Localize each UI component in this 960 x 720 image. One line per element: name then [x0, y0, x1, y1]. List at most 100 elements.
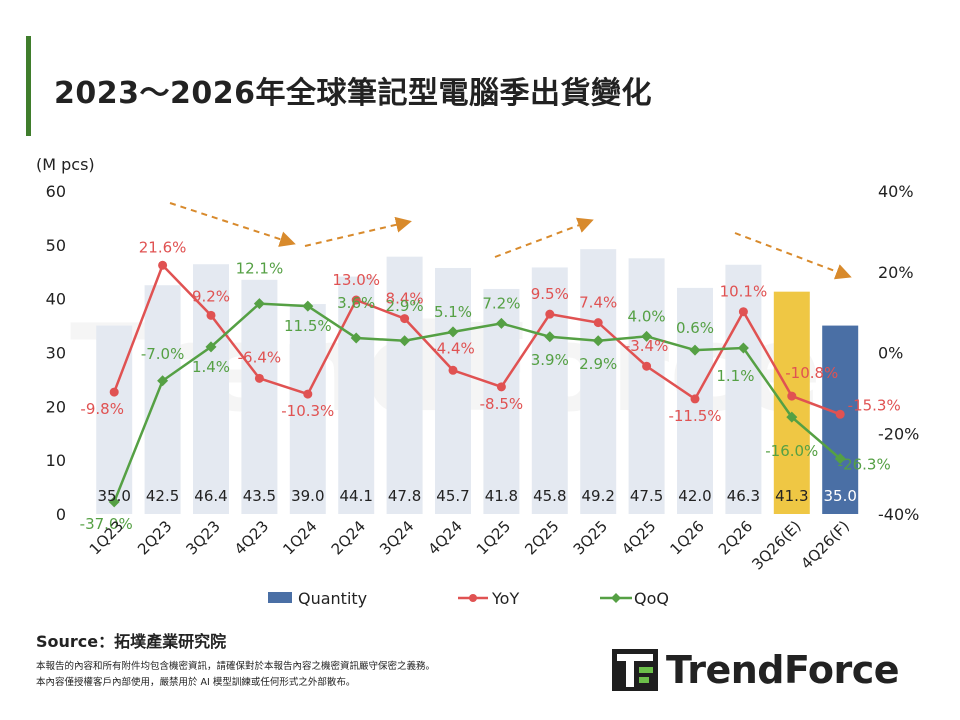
quantity-bar: [144, 285, 181, 514]
category-label: 2Q23: [134, 517, 175, 558]
qoq-point: [641, 330, 653, 342]
qoq-point: [495, 317, 507, 329]
qoq-point: [786, 411, 798, 423]
category-label: 3Q26(E): [748, 517, 804, 573]
yoy-point: [303, 389, 313, 399]
left-axis-tick: 10: [46, 451, 66, 470]
left-axis-tick: 60: [46, 182, 66, 201]
yoy-label: -8.5%: [480, 395, 524, 413]
category-label: 1Q26: [667, 517, 708, 558]
qoq-label: -37.0%: [80, 515, 133, 533]
quantity-label: 47.5: [630, 487, 663, 505]
yoy-label: -10.3%: [281, 402, 334, 420]
yoy-label: -10.8%: [785, 364, 838, 382]
logo-text: TrendForce: [666, 648, 900, 692]
quantity-label: 47.8: [388, 487, 421, 505]
trend-arrow: [304, 216, 412, 247]
yoy-point: [690, 394, 700, 404]
quantity-bar: [386, 256, 423, 514]
quantity-bar: [822, 325, 859, 514]
yoy-point: [400, 314, 410, 324]
yoy-label: -4.4%: [431, 339, 475, 357]
qoq-label: 3.9%: [531, 351, 569, 369]
qoq-label: 4.0%: [628, 307, 666, 325]
quantity-bar: [338, 276, 375, 514]
category-label: 3Q25: [570, 517, 611, 558]
category-label: 4Q26(F): [797, 517, 853, 573]
yoy-label: -15.3%: [848, 396, 901, 414]
quantity-label: 44.1: [339, 487, 372, 505]
qoq-point: [205, 341, 217, 353]
yoy-label: 21.6%: [139, 238, 187, 256]
trend-arrow: [494, 217, 594, 258]
yoy-label: -3.4%: [625, 337, 669, 355]
qoq-label: -26.3%: [838, 456, 891, 474]
confidentiality-note: 本報告的內容和所有附件均包含機密資訊，請確保對於本報告內容之機密資訊嚴守保密之義…: [36, 661, 436, 672]
quantity-label: 35.0: [97, 487, 130, 505]
trend-arrow: [734, 232, 852, 280]
legend-quantity-swatch: [268, 592, 292, 603]
quantity-bar: [289, 304, 326, 514]
trend-arrow: [169, 202, 296, 247]
quantity-label: 46.4: [194, 487, 227, 505]
qoq-point: [253, 298, 265, 310]
qoq-label: 1.4%: [192, 358, 230, 376]
qoq-point: [737, 342, 749, 354]
legend-qoq-marker: [611, 593, 621, 603]
qoq-point: [157, 375, 169, 387]
category-label: 3Q24: [376, 517, 417, 558]
qoq-label: 0.6%: [676, 319, 714, 337]
qoq-point: [592, 335, 604, 347]
right-axis-tick: 40%: [878, 182, 914, 201]
left-axis-unit: (M pcs): [36, 155, 95, 174]
yoy-label: -11.5%: [668, 407, 721, 425]
quantity-label: 43.5: [243, 487, 276, 505]
quantity-bar: [628, 258, 665, 514]
quantity-bar: [580, 249, 617, 514]
yoy-label: 8.4%: [386, 290, 424, 308]
quantity-label: 39.0: [291, 487, 324, 505]
category-label: 2Q26: [715, 517, 756, 558]
yoy-point: [738, 307, 748, 317]
left-axis-tick: 40: [46, 290, 66, 309]
yoy-label: -9.8%: [80, 400, 124, 418]
qoq-point: [544, 331, 556, 343]
yoy-point: [158, 260, 168, 270]
source-text: Source：拓墣產業研究院: [36, 632, 227, 651]
quantity-label: 45.7: [436, 487, 469, 505]
category-label: 1Q24: [279, 517, 320, 558]
quantity-bar: [435, 267, 471, 514]
qoq-label: 12.1%: [236, 260, 284, 278]
category-label: 2Q25: [521, 517, 562, 558]
trendforce-logo: TrendForce: [612, 646, 900, 694]
title-accent-bar: [26, 36, 31, 136]
quantity-label: 46.3: [727, 487, 760, 505]
qoq-point: [302, 300, 314, 312]
quantity-label: 41.8: [485, 487, 518, 505]
quantity-label: 49.2: [581, 487, 614, 505]
chart-area: (M pcs) 0 10 20 30 40 50 60 -40% -20% 0% 20% 40% 35.0…: [36, 155, 919, 608]
qoq-point: [689, 344, 701, 356]
quantity-label: 45.8: [533, 487, 566, 505]
qoq-point: [447, 326, 459, 338]
qoq-label: 5.1%: [434, 303, 472, 321]
yoy-point: [206, 310, 216, 320]
yoy-point: [545, 309, 555, 319]
yoy-point: [448, 365, 458, 375]
quantity-bar: [96, 325, 133, 514]
qoq-label: 2.9%: [386, 297, 424, 315]
left-axis-tick: 0: [56, 505, 66, 524]
left-axis-tick: 30: [46, 344, 66, 363]
qoq-line: [113, 302, 842, 503]
quantity-label: 41.3: [775, 487, 808, 505]
trendforce-logo-icon: [612, 649, 658, 691]
qoq-label: 1.1%: [716, 367, 754, 385]
qoq-label: 3.6%: [337, 294, 375, 312]
legend-quantity-label: Quantity: [298, 589, 367, 608]
yoy-label: 7.4%: [579, 294, 617, 312]
qoq-label: -16.0%: [765, 442, 818, 460]
usage-note: 本內容僅授權客戶內部使用，嚴禁用於 AI 模型訓練或任何形式之外部散布。: [36, 677, 356, 688]
category-label: 2Q24: [328, 517, 369, 558]
legend-qoq-label: QoQ: [634, 589, 669, 608]
qoq-point: [399, 335, 411, 347]
